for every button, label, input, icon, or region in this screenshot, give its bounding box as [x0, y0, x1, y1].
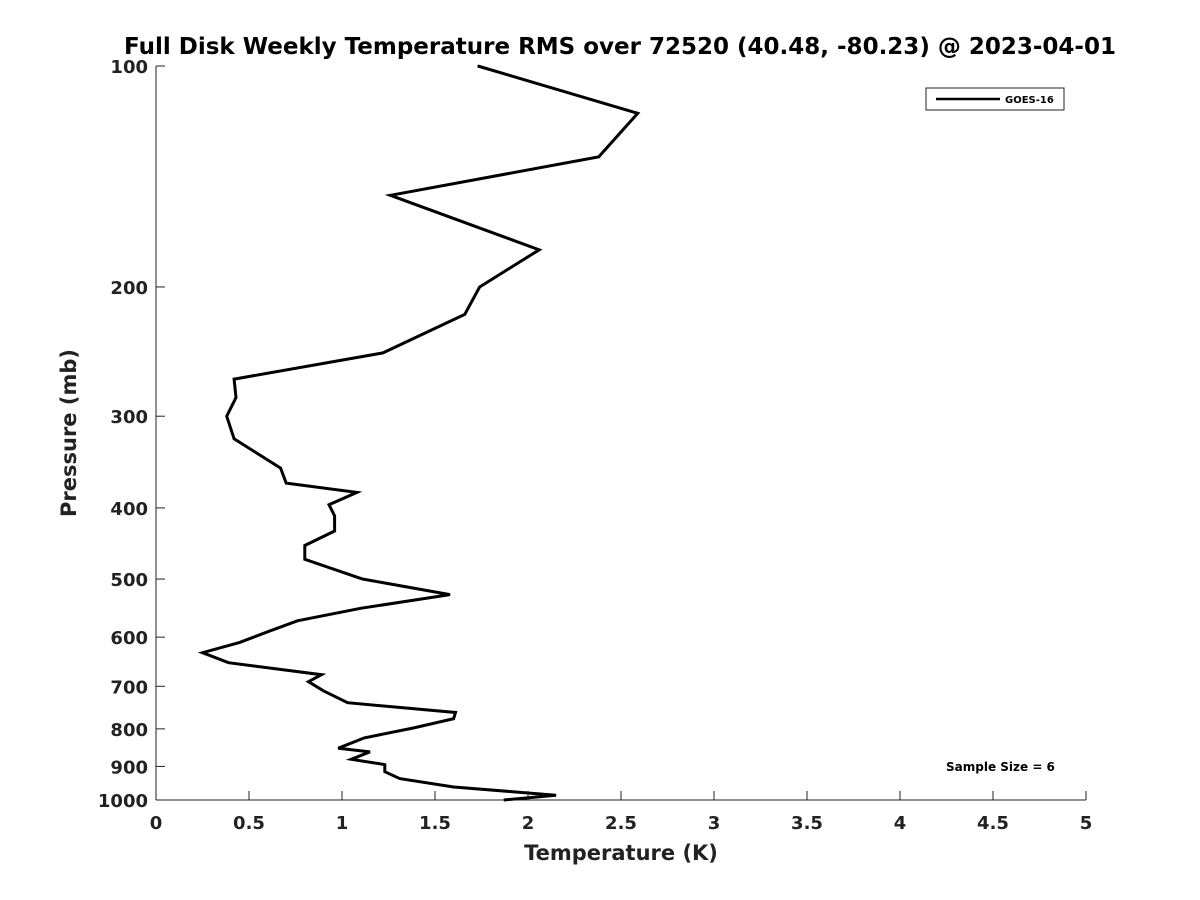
plot-axes [155, 66, 1086, 801]
data-point [320, 674, 323, 676]
data-point [361, 578, 364, 580]
data-point [454, 711, 457, 714]
data-point [503, 799, 505, 801]
data-point [399, 778, 401, 780]
data-point [304, 558, 306, 560]
y-tick-label: 100 [110, 57, 148, 78]
data-point [453, 786, 455, 788]
data-point [235, 397, 237, 399]
series-line-goes-16 [197, 64, 641, 802]
x-tick-label: 0.5 [233, 813, 265, 834]
data-point [350, 758, 352, 760]
data-point [389, 194, 391, 196]
data-point [555, 794, 557, 796]
x-tick-label: 2 [522, 813, 535, 834]
y-tick-label: 800 [110, 720, 148, 741]
legend-entry-goes-16: GOES-16 [1005, 95, 1054, 106]
data-point [363, 737, 365, 739]
data-point [360, 607, 362, 609]
data-point [334, 515, 336, 517]
data-point [598, 156, 600, 158]
data-point [201, 652, 204, 654]
data-point [334, 530, 336, 532]
data-point [538, 249, 540, 251]
y-axis-label: Pressure (mb) [57, 349, 81, 517]
x-tick-label: 1 [336, 813, 349, 834]
data-point [226, 415, 228, 417]
y-ticks: 100 200 300 400 500 600 700 800 900 1000 [98, 57, 165, 812]
data-point [369, 751, 371, 753]
data-point [337, 747, 339, 749]
data-point [453, 718, 455, 720]
series-layer [197, 64, 641, 802]
data-point [384, 764, 386, 766]
x-tick-label: 0 [150, 813, 163, 834]
series-points [201, 65, 639, 801]
data-point [464, 313, 466, 315]
data-point [233, 438, 235, 440]
y-tick-label: 900 [110, 757, 148, 778]
x-tick-label: 3.5 [791, 813, 823, 834]
data-point [233, 378, 235, 380]
x-axis-label: Temperature (K) [524, 841, 718, 865]
y-tick-label: 600 [110, 628, 148, 649]
chart-title: Full Disk Weekly Temperature RMS over 72… [124, 34, 1116, 60]
x-tick-label: 4 [894, 813, 907, 834]
x-tick-label: 5 [1080, 813, 1093, 834]
x-tick-label: 2.5 [605, 813, 637, 834]
data-point [382, 352, 384, 354]
data-point [449, 594, 451, 596]
data-point [296, 620, 298, 622]
sample-size-annotation: Sample Size = 6 [946, 760, 1055, 774]
x-tick-label: 3 [708, 813, 721, 834]
x-tick-label: 4.5 [977, 813, 1009, 834]
y-tick-label: 1000 [98, 791, 148, 812]
data-point [285, 482, 287, 484]
legend: GOES-16 [925, 87, 1065, 111]
data-point [280, 467, 282, 469]
data-point [322, 690, 324, 692]
y-tick-label: 200 [110, 278, 148, 299]
y-tick-label: 700 [110, 677, 148, 698]
data-point [356, 491, 358, 493]
data-point [412, 727, 414, 729]
data-point [384, 771, 386, 773]
data-point [637, 112, 639, 114]
data-point [227, 662, 230, 664]
x-tick-label: 1.5 [419, 813, 451, 834]
data-point [239, 641, 241, 644]
data-point [477, 65, 479, 67]
y-tick-label: 400 [110, 499, 148, 520]
y-tick-label: 500 [110, 570, 148, 591]
data-point [304, 544, 306, 547]
data-point [328, 504, 330, 506]
data-point [307, 681, 310, 683]
y-tick-label: 300 [110, 407, 148, 428]
data-point [347, 702, 349, 704]
data-point [267, 631, 269, 633]
data-point [479, 286, 481, 288]
x-ticks: 0 0.5 1 1.5 2 2.5 3 3.5 4 4.5 5 [150, 791, 1093, 834]
